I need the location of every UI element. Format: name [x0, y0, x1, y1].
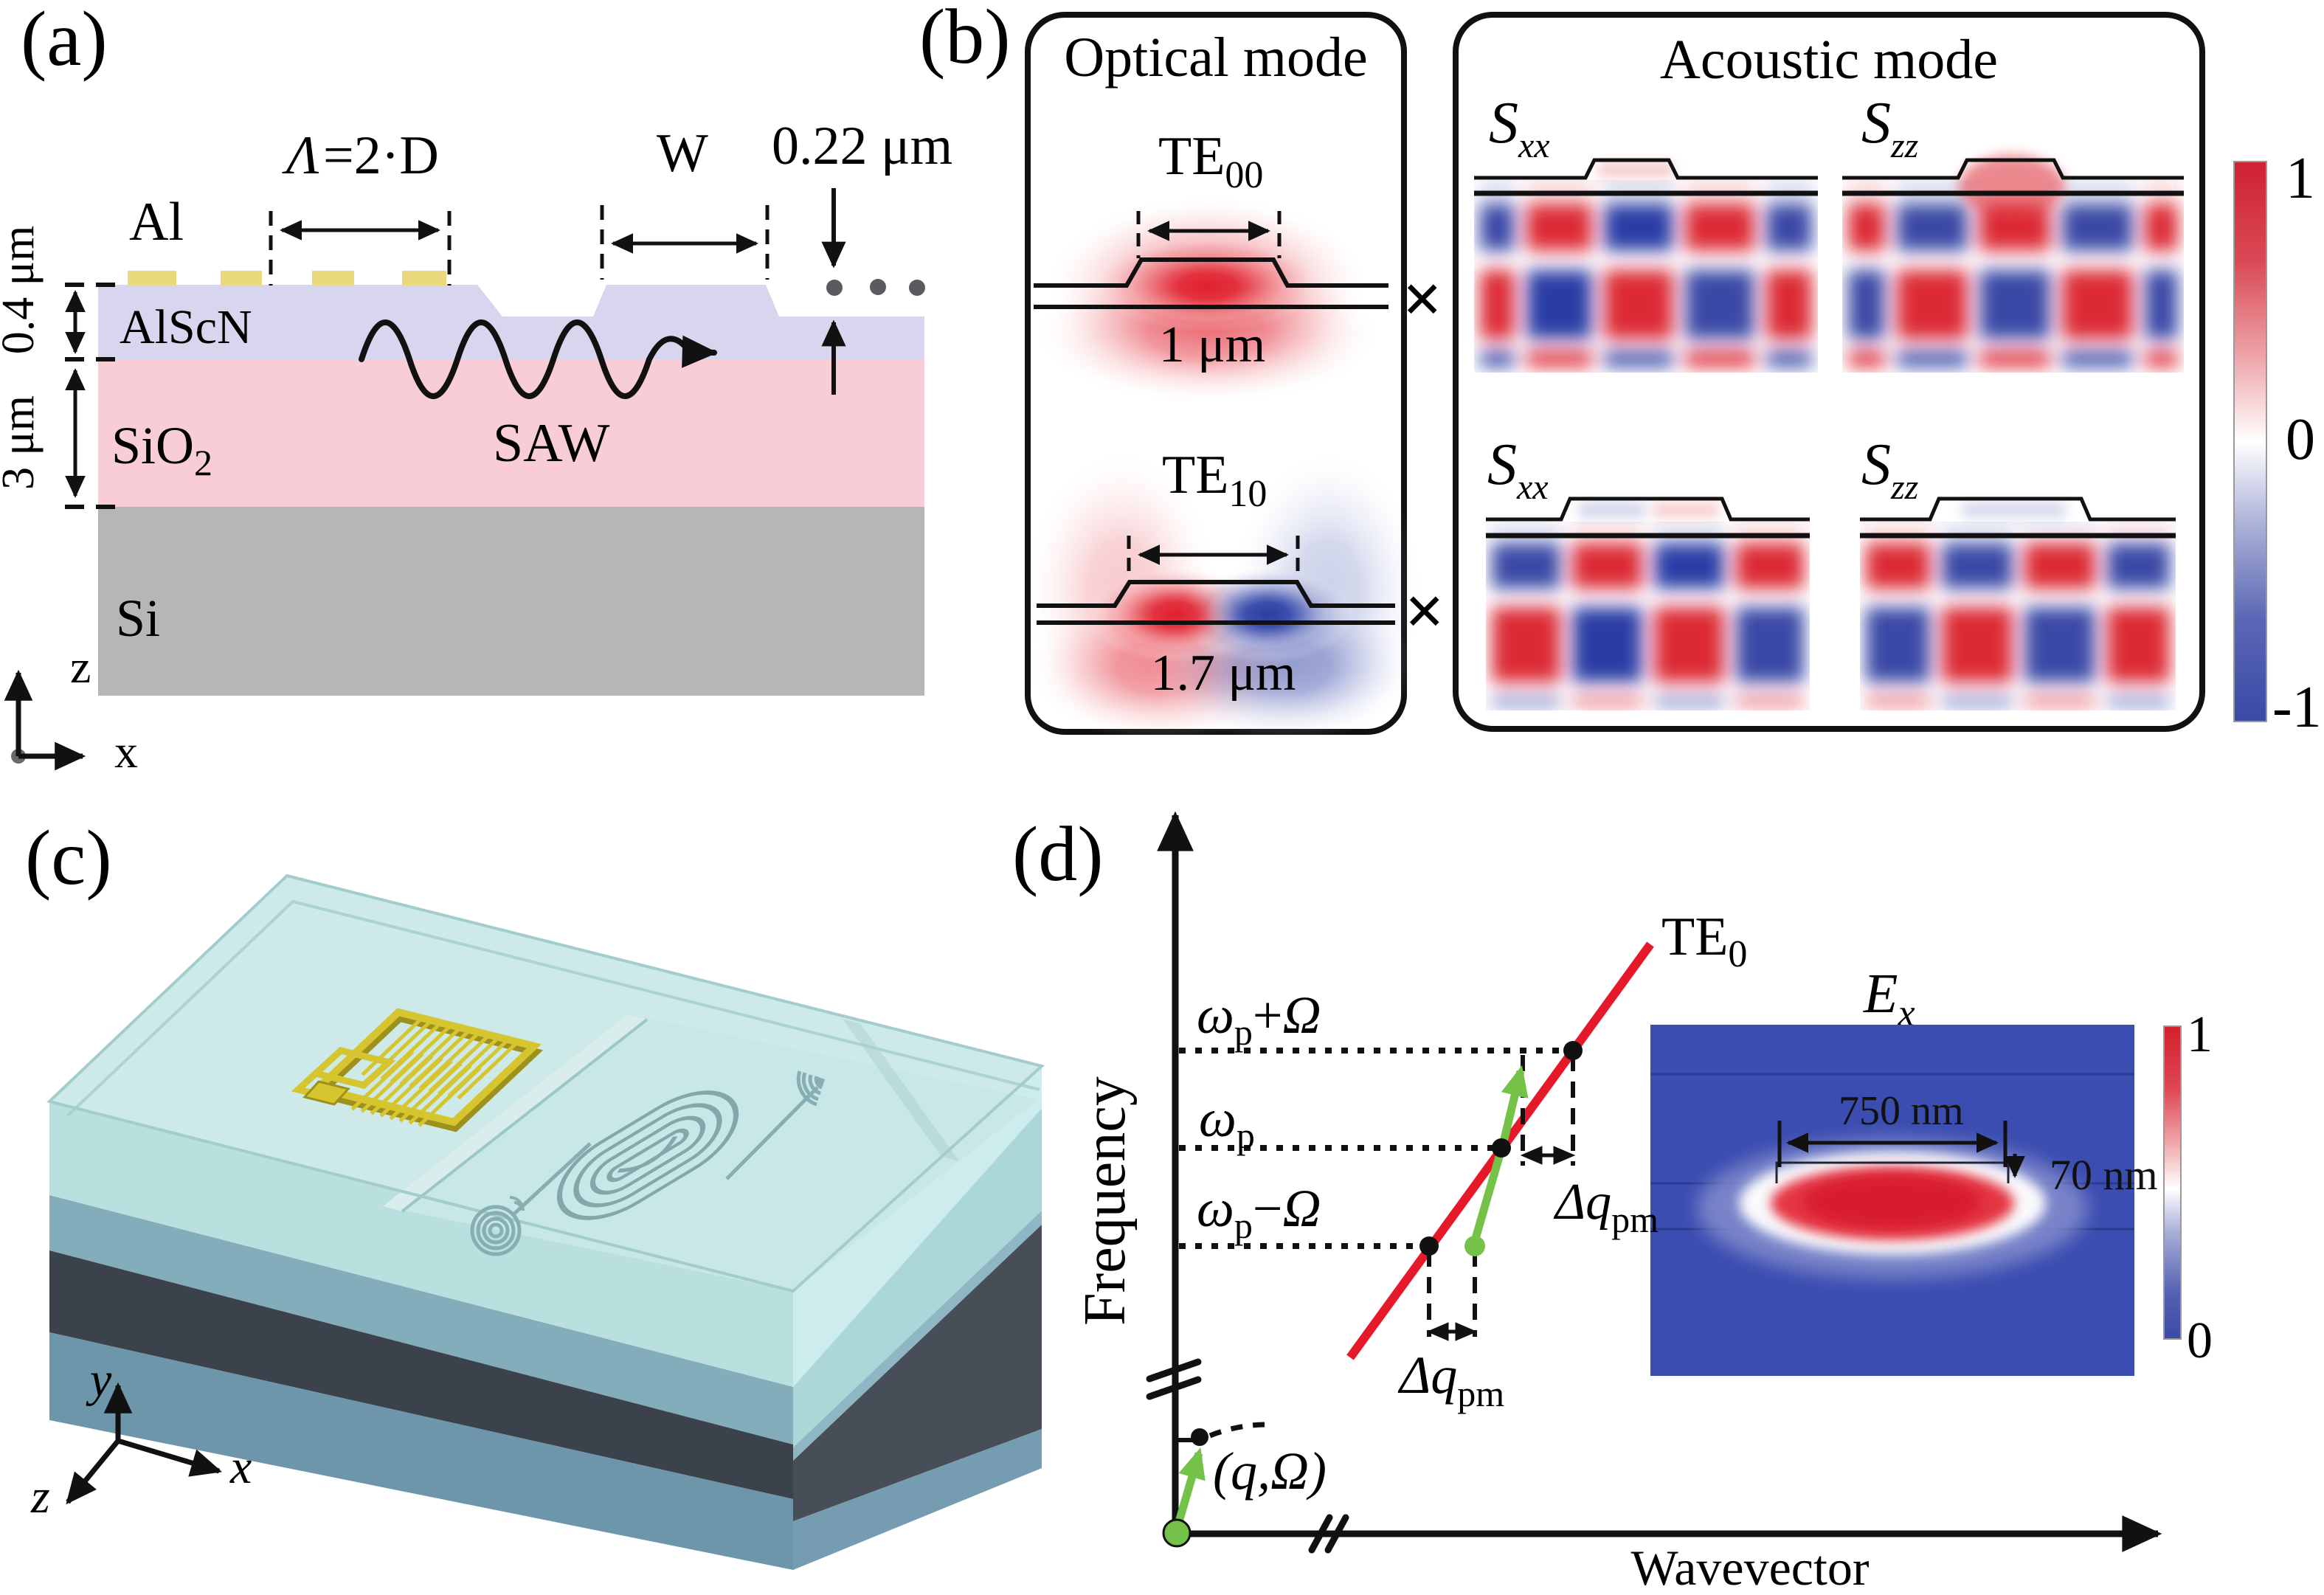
- svg-text:(c): (c): [25, 814, 112, 901]
- svg-text:0.4 μm: 0.4 μm: [0, 226, 44, 354]
- svg-text:Wavevector: Wavevector: [1631, 1540, 1870, 1595]
- svg-text:750 nm: 750 nm: [1839, 1088, 1964, 1134]
- svg-text:Sxx: Sxx: [1489, 91, 1550, 165]
- svg-text:0: 0: [2286, 407, 2315, 472]
- svg-text:1: 1: [2187, 1006, 2213, 1063]
- svg-text:70 nm: 70 nm: [2050, 1151, 2158, 1199]
- svg-text:(d): (d): [1012, 811, 1104, 897]
- svg-text:W: W: [657, 123, 708, 184]
- svg-text:AlScN: AlScN: [120, 300, 252, 354]
- svg-text:Szz: Szz: [1861, 91, 1919, 165]
- svg-text:SiO2: SiO2: [111, 416, 212, 483]
- svg-text:=2·D: =2·D: [323, 125, 439, 186]
- svg-text:(a): (a): [21, 0, 108, 82]
- svg-text:(b): (b): [919, 0, 1011, 80]
- svg-text:Ex: Ex: [1863, 963, 1915, 1034]
- svg-text:y: y: [86, 1353, 112, 1407]
- svg-text:-1: -1: [2272, 675, 2322, 740]
- svg-text:0: 0: [2187, 1312, 2213, 1369]
- svg-text:x: x: [229, 1440, 252, 1494]
- svg-text:Sxx: Sxx: [1487, 432, 1549, 507]
- svg-text:Al: Al: [129, 192, 184, 252]
- svg-text:ωp+Ω: ωp+Ω: [1197, 986, 1321, 1053]
- svg-text:×: ×: [1405, 572, 1445, 650]
- svg-text:0.22 μm: 0.22 μm: [772, 116, 952, 176]
- svg-text:Δqpm: Δqpm: [1553, 1174, 1659, 1240]
- svg-text:TE0: TE0: [1661, 907, 1747, 975]
- svg-text:1 μm: 1 μm: [1159, 316, 1265, 373]
- svg-text:Szz: Szz: [1861, 432, 1919, 507]
- svg-text:z: z: [70, 640, 91, 693]
- svg-text:1: 1: [2286, 146, 2315, 211]
- svg-text:3 μm: 3 μm: [0, 395, 44, 490]
- svg-text:1.7 μm: 1.7 μm: [1151, 645, 1296, 702]
- svg-text:TE00: TE00: [1158, 126, 1263, 196]
- svg-text:Optical mode: Optical mode: [1064, 27, 1368, 89]
- svg-text:Si: Si: [116, 589, 160, 648]
- svg-text:Δqpm: Δqpm: [1397, 1346, 1504, 1414]
- svg-text:ωp: ωp: [1199, 1089, 1255, 1156]
- svg-text:z: z: [30, 1470, 50, 1523]
- svg-text:Frequency: Frequency: [1073, 1076, 1138, 1326]
- svg-text:Acoustic mode: Acoustic mode: [1660, 29, 1998, 91]
- svg-text:×: ×: [1403, 260, 1442, 338]
- svg-text:Λ: Λ: [282, 125, 319, 186]
- svg-text:SAW: SAW: [493, 413, 610, 474]
- svg-text:x: x: [114, 725, 138, 778]
- svg-text:ωp−Ω: ωp−Ω: [1197, 1179, 1321, 1246]
- svg-text:(q,Ω): (q,Ω): [1213, 1442, 1327, 1501]
